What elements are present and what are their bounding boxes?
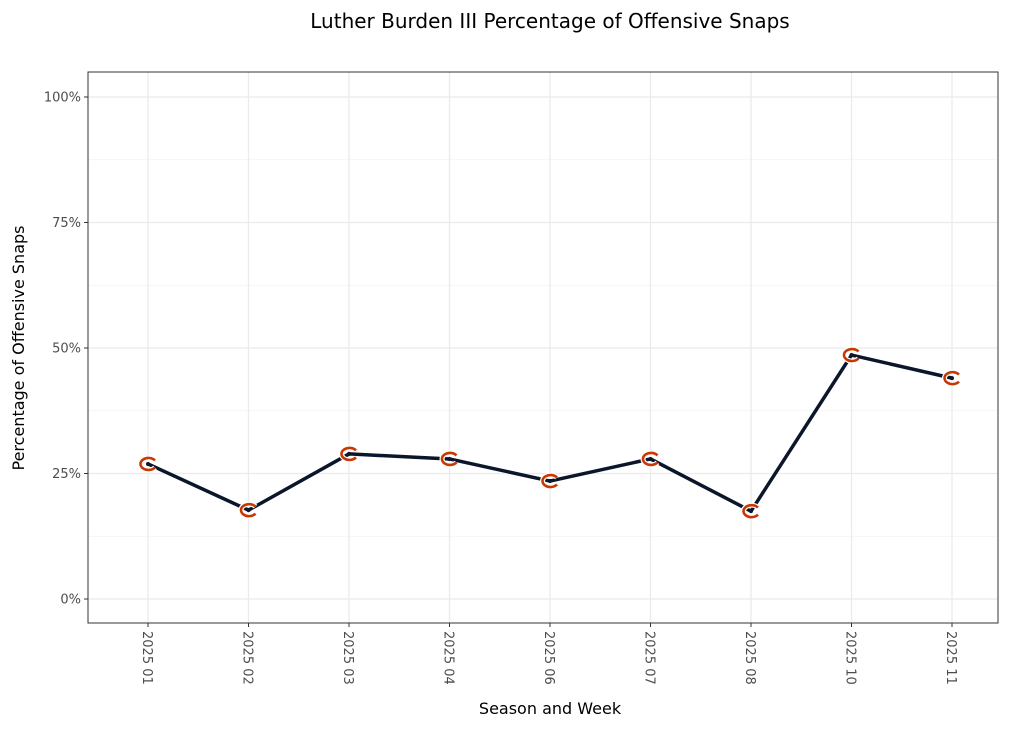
data-point-dot [146,461,150,466]
y-axis-label: Percentage of Offensive Snaps [9,226,28,471]
x-tick-label: 2025 04 [441,631,456,685]
x-tick-label: 2025 02 [240,631,255,685]
x-tick-label: 2025 08 [742,631,757,685]
x-tick-label: 2025 07 [642,631,657,685]
y-tick-label: 0% [60,593,81,608]
data-point-marker [540,472,559,490]
x-tick-label: 2025 06 [541,631,556,685]
bears-c-logo-icon [139,456,156,472]
data-point-dot [648,456,653,461]
data-point-dot [950,376,954,381]
bears-c-logo-icon [541,473,558,489]
data-point-marker [942,369,961,387]
chart-title: Luther Burden III Percentage of Offensiv… [310,9,789,33]
bears-c-logo-icon [842,347,860,363]
y-tick-label: 50% [52,342,81,357]
data-point-dot [849,353,854,358]
data-point-dot [246,508,251,513]
data-point-dot [347,451,351,456]
data-point-dot [548,479,552,484]
bears-c-logo-icon [340,446,357,462]
data-point-marker [741,502,760,520]
data-point-marker [640,450,660,468]
data-point-marker [138,455,157,473]
x-tick-label: 2025 11 [943,631,958,685]
y-tick-label: 25% [52,467,81,482]
bears-c-logo-icon [641,451,659,467]
data-point-marker [238,501,258,519]
data-point-dot [447,456,452,461]
data-point-marker [339,445,358,463]
x-tick-label: 2025 01 [139,631,154,685]
data-point-marker [841,346,861,364]
bears-c-logo-icon [742,503,759,519]
bears-c-logo-icon [440,451,458,467]
y-tick-label: 75% [52,216,81,231]
x-axis-label: Season and Week [479,699,622,718]
x-tick-label: 2025 03 [340,631,355,685]
bears-c-logo-icon [943,370,960,386]
bears-c-logo-icon [239,502,257,518]
x-tick-label: 2025 10 [843,631,858,685]
data-point-dot [749,509,753,514]
y-tick-label: 100% [44,91,81,106]
data-point-marker [439,450,459,468]
